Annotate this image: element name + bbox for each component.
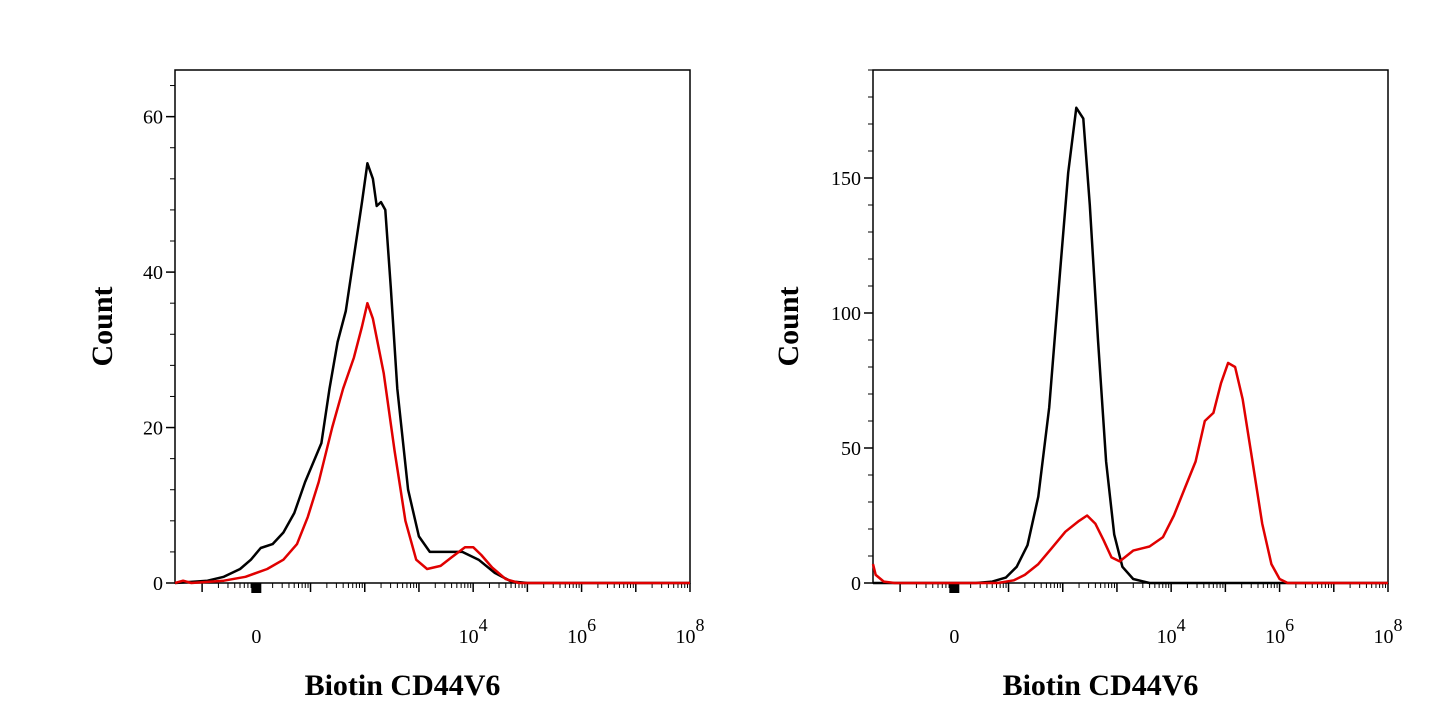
histogram-line-red xyxy=(871,361,1388,585)
x-tick-label-base: 0 xyxy=(949,626,959,648)
y-tick-label: 50 xyxy=(841,438,861,460)
x-tick-label-exponent: 6 xyxy=(1285,615,1294,635)
y-tick-label: 0 xyxy=(153,573,163,595)
x-tick-label-exponent: 8 xyxy=(1394,615,1403,635)
x-axis-title: Biotin CD44V6 xyxy=(305,669,501,702)
x-tick-label-base: 10 xyxy=(459,626,479,648)
y-tick-label: 20 xyxy=(143,418,163,440)
histogram-line-black xyxy=(174,162,690,585)
x-tick-label: 104 xyxy=(1157,615,1186,648)
x-tick-label-exponent: 8 xyxy=(696,615,705,635)
x-tick-label-base: 10 xyxy=(1265,626,1285,648)
plot-frame xyxy=(872,69,1389,584)
y-tick-label: 60 xyxy=(143,107,163,129)
x-tick-label-base: 10 xyxy=(676,626,696,648)
histogram-line-red xyxy=(174,301,690,585)
y-tick-label: 150 xyxy=(831,168,861,190)
x-tick-label: 108 xyxy=(676,615,705,648)
y-axis-title: Count xyxy=(86,286,119,366)
histogram-line-black xyxy=(873,106,1388,585)
y-tick-label: 40 xyxy=(143,262,163,284)
plot-frame xyxy=(174,69,691,584)
x-tick-label: 108 xyxy=(1374,615,1403,648)
x-tick-label-base: 10 xyxy=(567,626,587,648)
x-tick-label-exponent: 4 xyxy=(1177,615,1186,635)
x-tick-label-base: 0 xyxy=(251,626,261,648)
x-zero-tick-cluster xyxy=(949,583,960,593)
x-zero-tick-cluster xyxy=(251,583,262,593)
x-tick-label-exponent: 4 xyxy=(479,615,488,635)
x-tick-label: 106 xyxy=(567,615,596,648)
y-axis-title: Count xyxy=(772,286,805,366)
x-axis-title: Biotin CD44V6 xyxy=(1003,669,1199,702)
x-tick-label: 0 xyxy=(949,626,959,648)
x-tick-label-exponent: 6 xyxy=(587,615,596,635)
x-tick-label: 106 xyxy=(1265,615,1294,648)
x-tick-label: 0 xyxy=(251,626,261,648)
x-tick-label-base: 10 xyxy=(1374,626,1394,648)
x-tick-label: 104 xyxy=(459,615,488,648)
y-tick-label: 0 xyxy=(851,573,861,595)
x-tick-label-base: 10 xyxy=(1157,626,1177,648)
y-tick-label: 100 xyxy=(831,303,861,325)
